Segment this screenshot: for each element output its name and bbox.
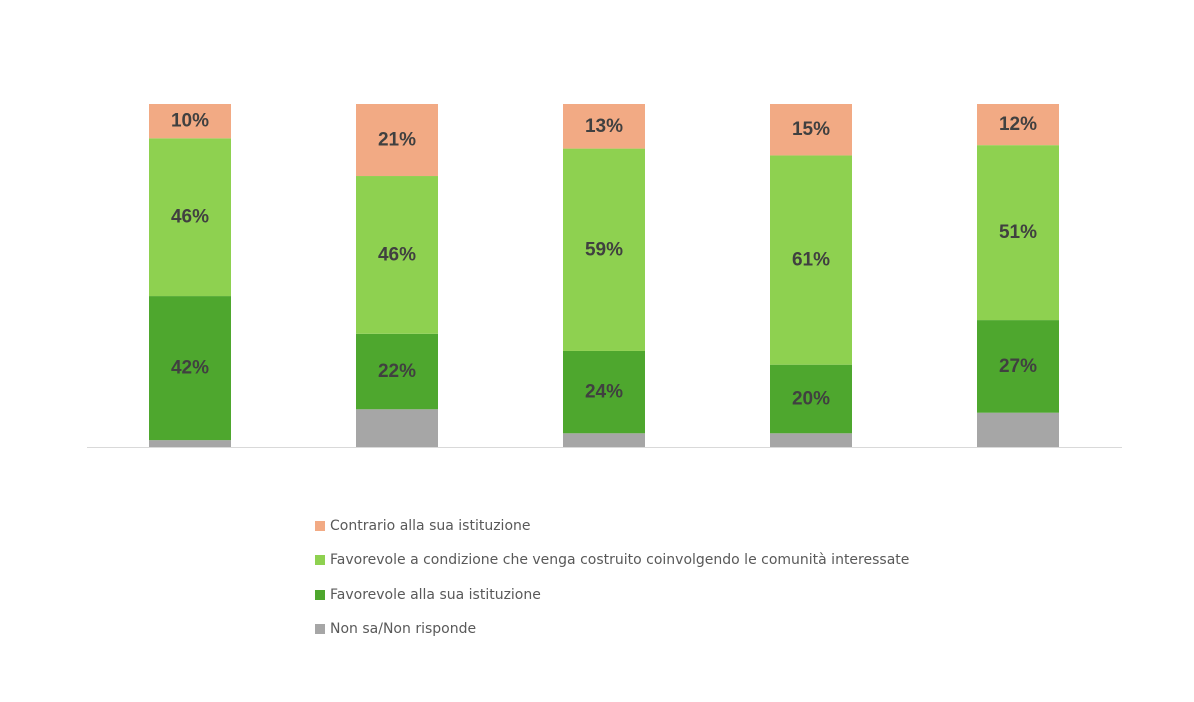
data-label: 10% — [171, 111, 209, 132]
x-tick-label: 45-54 — [580, 468, 629, 471]
bar-segment — [977, 320, 1059, 413]
bar-segment — [770, 155, 852, 365]
bar-segment — [149, 440, 231, 447]
bar-segment — [563, 148, 645, 351]
bar-segment — [149, 296, 231, 441]
legend-item: Favorevole a condizione che venga costru… — [315, 549, 909, 572]
data-label: 20% — [792, 388, 830, 409]
bar-segment — [770, 364, 852, 434]
legend-label: Contrario alla sua istituzione — [330, 517, 531, 534]
data-label: 46% — [378, 244, 416, 265]
bar-segment — [770, 104, 852, 156]
bar-segment — [977, 104, 1059, 146]
data-label: 27% — [999, 356, 1037, 377]
bar-segment — [770, 433, 852, 447]
bar-segment — [563, 104, 645, 149]
legend-item: Non sa/Non risponde — [315, 618, 909, 641]
legend-label: Favorevole alla sua istituzione — [330, 586, 541, 603]
x-tick-label: 55-64 — [787, 468, 836, 471]
legend-label: Favorevole a condizione che venga costru… — [330, 552, 910, 568]
data-label: 21% — [378, 130, 416, 151]
bar-segment — [356, 333, 438, 410]
legend-swatch — [315, 520, 325, 531]
bar-segment — [149, 104, 231, 139]
bar-segment — [356, 104, 438, 177]
bar-segment — [149, 138, 231, 297]
data-label: 13% — [585, 116, 623, 137]
data-label: 61% — [792, 250, 830, 271]
data-label: 22% — [378, 361, 416, 382]
x-tick-label: 18-29 — [166, 468, 215, 471]
bar-segment — [356, 176, 438, 334]
bar-segment — [563, 350, 645, 434]
chart-plot: 42% 46% 10% 18-29 22% 46% 21% 30-44 24% 59% 13% 45-… — [87, 104, 1122, 489]
data-label: 15% — [792, 119, 830, 140]
data-label: 51% — [999, 222, 1037, 243]
data-label: 24% — [585, 382, 623, 403]
legend-item: Favorevole alla sua istituzione — [315, 583, 909, 606]
data-label: 42% — [171, 358, 209, 379]
x-tick-label: Over 65 — [983, 468, 1053, 471]
legend-swatch — [315, 555, 325, 565]
data-label: 12% — [999, 114, 1037, 135]
legend-swatch — [315, 624, 325, 634]
legend-swatch — [315, 589, 325, 600]
legend-label: Non sa/Non risponde — [330, 621, 477, 637]
data-label: 46% — [171, 207, 209, 228]
bar-segment — [977, 145, 1059, 321]
bar-segment — [356, 409, 438, 447]
data-label: 59% — [585, 239, 623, 260]
legend-item: Contrario alla sua istituzione — [315, 514, 909, 537]
x-tick-label: 30-44 — [373, 468, 422, 471]
bar-segment — [563, 433, 645, 447]
bar-segment — [977, 412, 1059, 447]
chart-legend: Contrario alla sua istituzione Favorevole… — [315, 514, 909, 652]
